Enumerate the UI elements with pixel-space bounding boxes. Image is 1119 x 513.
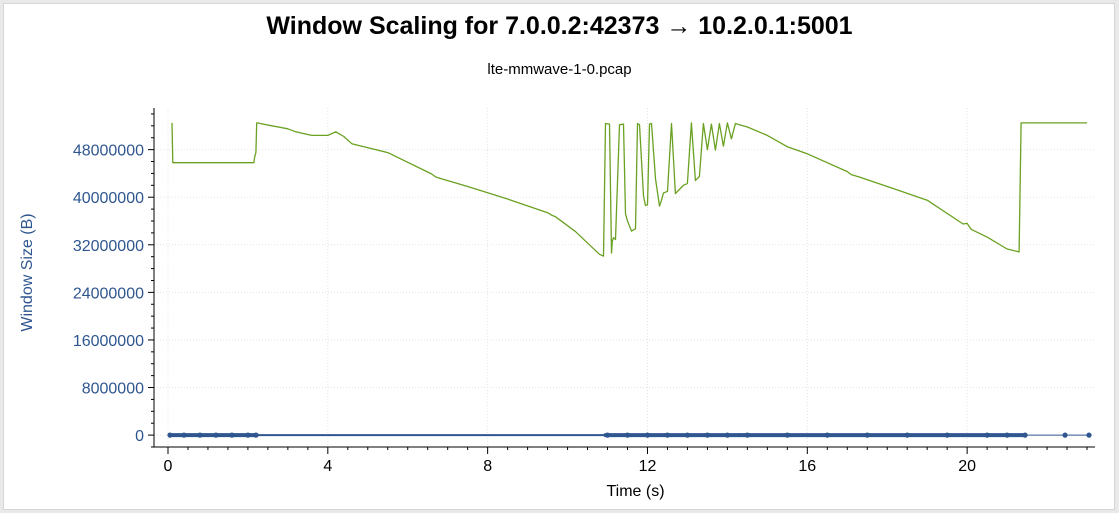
series-point-bif — [229, 432, 235, 438]
y-tick-label: 16000000 — [73, 333, 144, 350]
x-tick-label: 4 — [323, 458, 332, 475]
y-tick-label: 48000000 — [73, 143, 144, 160]
series-point-bif — [824, 432, 830, 438]
x-tick-label: 0 — [164, 458, 173, 475]
series-point-bif — [664, 432, 671, 438]
y-tick-label: 40000000 — [73, 190, 144, 207]
series-point-bif — [1062, 432, 1068, 438]
series-layer — [167, 122, 1092, 438]
x-tick-label: 20 — [958, 458, 976, 475]
x-tick-label: 8 — [483, 458, 492, 475]
series-point-bif — [724, 432, 730, 438]
x-axis-label: Time (s) — [606, 483, 664, 500]
y-tick-label: 0 — [135, 428, 144, 445]
series-point-bif — [784, 432, 790, 438]
series-point-bif — [197, 432, 203, 438]
chart-frame — [3, 3, 1115, 510]
y-tick-label: 8000000 — [82, 381, 144, 398]
y-tick-label: 24000000 — [73, 285, 144, 302]
series-point-bif — [1086, 432, 1092, 438]
series-point-bif — [253, 432, 259, 438]
series-point-bif — [904, 432, 910, 438]
x-ticks: 0 4 8 12 16 20 — [164, 447, 1088, 475]
series-point-bif — [744, 432, 750, 438]
x-tick-label: 12 — [639, 458, 657, 475]
series-point-bif — [213, 432, 219, 438]
series-point-bif — [944, 432, 950, 438]
series-point-bif — [984, 432, 990, 438]
series-point-bif — [1004, 432, 1010, 438]
series-point-bif — [684, 432, 691, 438]
y-tick-label: 32000000 — [73, 238, 144, 255]
series-point-bif — [644, 432, 651, 438]
x-tick-label: 16 — [798, 458, 816, 475]
series-point-bif — [704, 432, 711, 438]
series-point-bif — [167, 432, 173, 438]
series-point-bif — [864, 432, 870, 438]
series-line-window — [171, 122, 1087, 257]
series-point-bif — [245, 432, 251, 438]
series-point-bif — [604, 432, 611, 438]
y-ticks: 0 8000000 16000000 24000000 32000000 40000000… — [73, 113, 154, 448]
chart-subtitle: lte-mmwave-1-0.pcap — [487, 61, 632, 78]
series-point-bif — [624, 432, 631, 438]
axes-layer — [153, 108, 1095, 448]
y-axis-label: Window Size (B) — [19, 213, 36, 331]
chart-title: Window Scaling for 7.0.0.2:42373 → 10.2.… — [266, 12, 853, 40]
series-point-bif — [181, 432, 187, 438]
series-point-bif — [1022, 432, 1028, 438]
